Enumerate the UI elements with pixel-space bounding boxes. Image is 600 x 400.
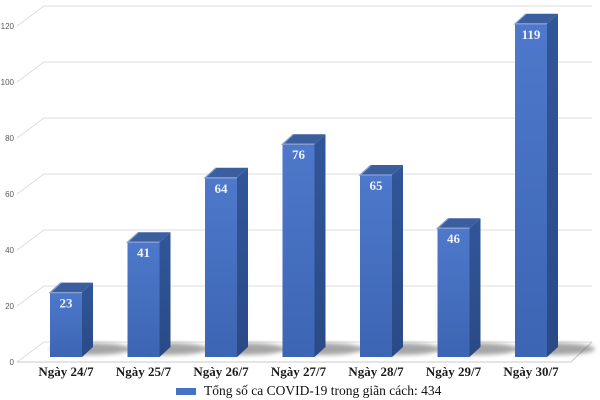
gridline-depth: [16, 341, 45, 363]
bar-side-face: [469, 218, 481, 357]
bar-top-face: [127, 232, 171, 243]
bar-value-label: 23: [60, 296, 74, 311]
bar-side-face: [82, 282, 93, 357]
legend-swatch: [176, 387, 196, 395]
bar-front-face: [282, 144, 315, 357]
bar-front-face: [515, 23, 547, 358]
bar-side-face: [237, 167, 248, 357]
bar-front-face: [437, 228, 470, 357]
y-tick-label: 100: [1, 78, 15, 87]
bar-top-face: [437, 218, 481, 229]
bar-top-face: [50, 282, 93, 293]
x-category-label: Ngày 24/7: [38, 364, 94, 379]
bar-top-face: [515, 13, 558, 24]
bar-side-face: [159, 232, 171, 357]
y-tick-label: 80: [5, 134, 14, 143]
bar-value-label: 64: [215, 181, 229, 196]
x-category-label: Ngày 25/7: [116, 364, 172, 379]
bar-top-highlight: [358, 164, 392, 176]
bar-top-highlight: [125, 231, 160, 243]
bar-side-face: [547, 13, 558, 358]
gridline-depth: [16, 285, 45, 307]
bar-front-face: [205, 177, 237, 357]
gridline-depth: [16, 61, 45, 83]
x-category-label: Ngày 30/7: [503, 364, 559, 379]
bar-value-label: 46: [447, 231, 461, 246]
bar-top-highlight: [48, 282, 82, 294]
bar-front-face: [360, 175, 392, 357]
gridline-depth: [16, 229, 45, 251]
bar-value-label: 76: [292, 147, 306, 162]
bar-top-highlight: [435, 217, 470, 229]
y-tick-label: 0: [10, 358, 15, 367]
y-tick-label: 120: [1, 22, 15, 31]
bar-value-label: 41: [137, 245, 150, 260]
x-category-label: Ngày 29/7: [426, 364, 482, 379]
bar-side-face: [392, 165, 403, 357]
x-category-label: Ngày 28/7: [348, 364, 404, 379]
bar-top-highlight: [513, 13, 547, 25]
bar-side-face: [314, 134, 326, 357]
chart-legend: Tổng số ca COVID-19 trong giãn cách: 434: [176, 383, 441, 399]
y-tick-label: 60: [5, 190, 14, 199]
gridline-depth: [16, 5, 45, 27]
y-tick-label: 40: [5, 246, 14, 255]
bar-top-face: [205, 167, 248, 178]
legend-label: Tổng số ca COVID-19 trong giãn cách: 434: [204, 383, 442, 398]
bar-value-label: 119: [522, 27, 541, 42]
x-category-label: Ngày 27/7: [271, 364, 327, 379]
y-tick-label: 20: [5, 302, 14, 311]
bar-top-face: [282, 134, 326, 145]
x-category-label: Ngày 26/7: [193, 364, 249, 379]
bar-top-highlight: [203, 167, 237, 179]
bar-front-face: [50, 292, 82, 357]
gridline-depth: [16, 173, 45, 195]
bar-top-face: [360, 165, 403, 175]
gridline-depth: [16, 117, 45, 139]
bar-value-label: 65: [370, 178, 384, 193]
bar-front-face: [127, 242, 160, 357]
bar-top-highlight: [280, 133, 315, 145]
